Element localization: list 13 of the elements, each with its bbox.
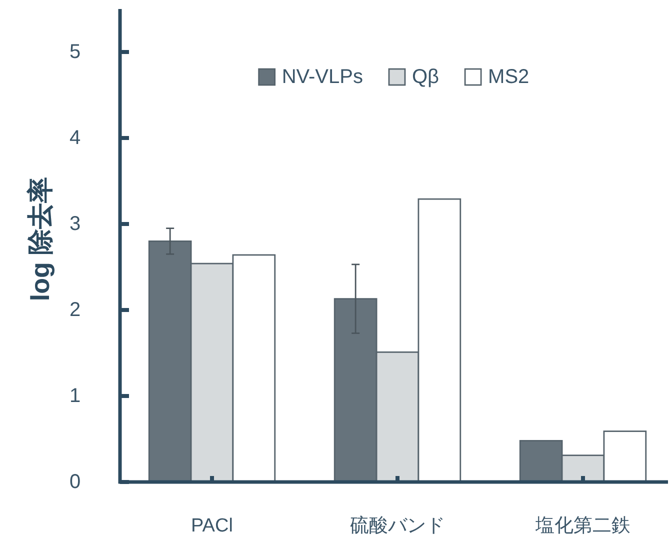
legend-label: NV-VLPs (282, 66, 363, 88)
legend-label: Qβ (412, 66, 440, 88)
x-tick-label: PACl (191, 516, 233, 536)
y-tick-label: 2 (69, 299, 81, 321)
legend-label: MS2 (488, 66, 530, 88)
y-tick-label: 5 (69, 41, 81, 63)
y-tick-label: 0 (69, 471, 81, 493)
y-tick-label: 3 (69, 213, 81, 235)
y-tick-label: 4 (69, 127, 81, 149)
x-tick-label: 塩化第二鉄 (534, 516, 630, 536)
x-tick-label: 硫酸バンド (350, 514, 445, 536)
y-tick-label: 1 (69, 385, 81, 407)
y-axis-title: log 除去率 (25, 176, 55, 302)
